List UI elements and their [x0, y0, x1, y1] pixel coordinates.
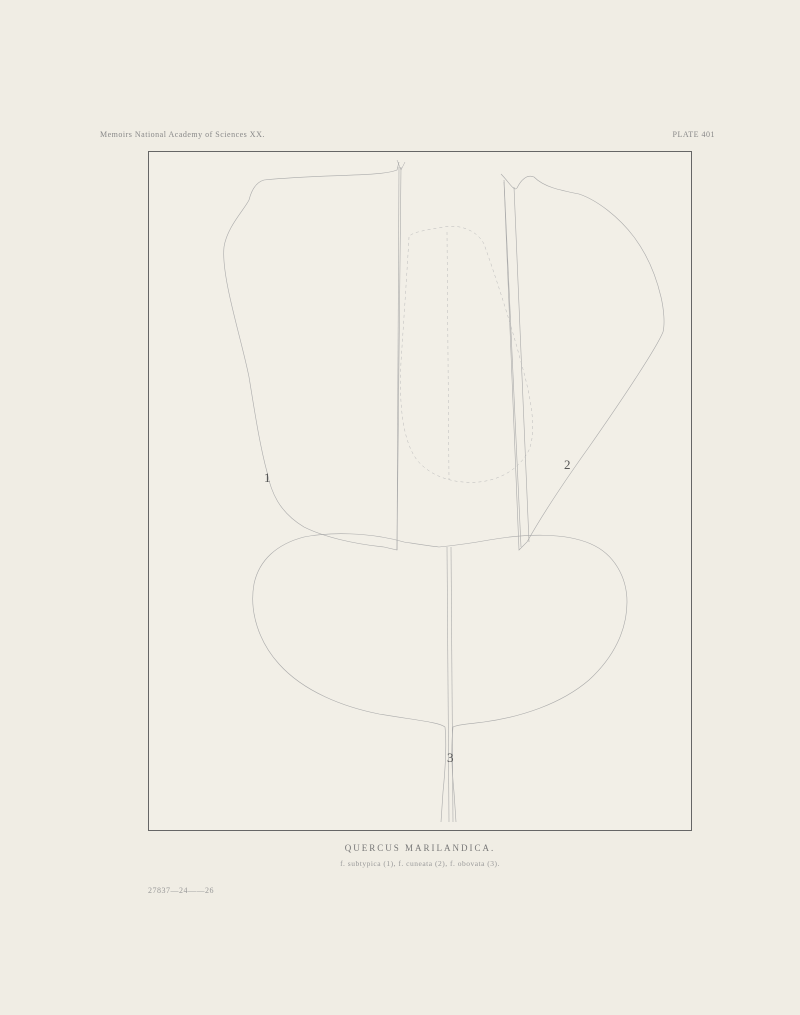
botanical-illustration: [149, 152, 693, 832]
header-row: Memoirs National Academy of Sciences XX.…: [100, 130, 715, 139]
page-container: Memoirs National Academy of Sciences XX.…: [100, 130, 715, 895]
caption-subtitle: f. subtypica (1), f. cuneata (2), f. obo…: [148, 859, 692, 868]
caption-title: QUERCUS MARILANDICA.: [148, 843, 692, 853]
figure-label-1: 1: [264, 470, 271, 486]
caption-block: QUERCUS MARILANDICA. f. subtypica (1), f…: [148, 843, 692, 868]
header-right: PLATE 401: [673, 130, 716, 139]
footer-code: 27837—24——26: [148, 886, 715, 895]
figure-label-3: 3: [447, 750, 454, 766]
header-left: Memoirs National Academy of Sciences XX.: [100, 130, 265, 139]
plate-frame: 1 2 3: [148, 151, 692, 831]
figure-label-2: 2: [564, 457, 571, 473]
